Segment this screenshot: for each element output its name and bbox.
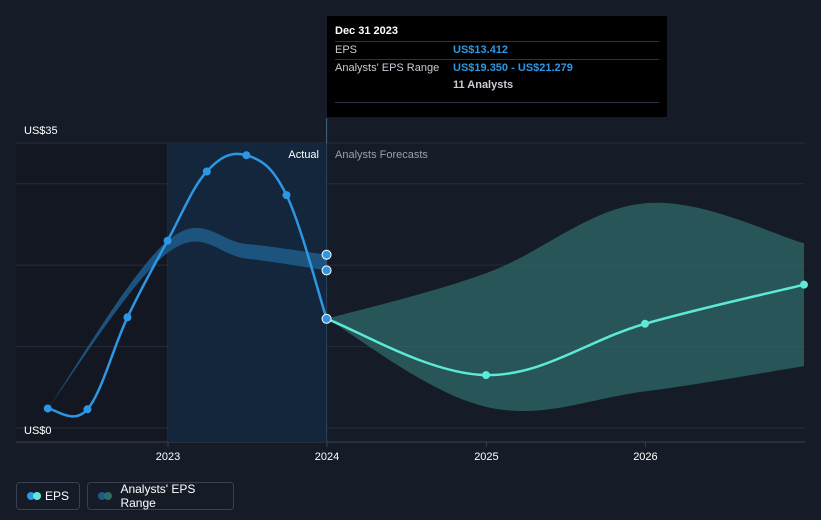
forecast-point-2 (800, 280, 808, 289)
eps-point-2 (123, 313, 132, 322)
x-axis: 2023 2024 2025 2026 (156, 442, 658, 463)
forecast-point-0 (482, 371, 490, 380)
tooltip: Dec 31 2023 EPS US$13.412 Analysts' EPS … (327, 16, 667, 117)
eps-point-6 (282, 191, 291, 200)
x-tick-label-1: 2024 (315, 451, 339, 463)
forecast-label: Analysts Forecasts (335, 149, 428, 161)
eps-swatch-icon (27, 492, 41, 500)
eps-point-5 (242, 151, 251, 160)
tooltip-eps-label: EPS (335, 44, 358, 56)
x-tick-label-0: 2023 (156, 451, 180, 463)
legend-eps-button[interactable]: EPS (16, 482, 80, 510)
bands (47, 202, 804, 411)
forecast-band (326, 202, 804, 411)
range-marker-0 (321, 265, 332, 276)
tooltip-analysts-row: 11 Analysts (335, 77, 659, 94)
eps-point-3 (163, 236, 172, 245)
range-marker-1 (321, 249, 332, 260)
tooltip-analysts: 11 Analysts (453, 79, 514, 91)
tooltip-range-row: Analysts' EPS Range US$19.350 - US$21.27… (335, 59, 659, 77)
highlight-region (168, 143, 327, 442)
tooltip-divider (335, 102, 659, 103)
y-axis-top-label: US$35 (24, 125, 58, 137)
tooltip-eps-value: US$13.412 (453, 44, 509, 56)
series-line-1 (326, 283, 805, 377)
tooltip-eps-row: EPS US$13.412 (335, 41, 659, 59)
eps-point-4 (202, 167, 211, 176)
forecast-point-1 (641, 319, 649, 328)
range-swatch-icon (98, 492, 113, 500)
data-points (43, 151, 808, 414)
legend-eps-label: EPS (44, 489, 69, 503)
x-tick-label-3: 2026 (633, 451, 657, 463)
eps-point-0 (43, 404, 52, 413)
tooltip-date: Dec 31 2023 (335, 25, 398, 37)
legend-range-label: Analysts' EPS Range (120, 482, 196, 510)
eps-point-1 (83, 405, 92, 414)
eps-hover-marker (321, 313, 332, 324)
actual-label: Actual (288, 149, 319, 161)
y-axis-bottom-label: US$0 (24, 425, 52, 437)
x-tick-label-2: 2025 (474, 451, 498, 463)
tooltip-range-label: Analysts' EPS Range (335, 62, 440, 74)
legend-range-button[interactable]: Analysts' EPS Range (87, 482, 234, 510)
tooltip-range-value: US$19.350 - US$21.279 (453, 62, 573, 74)
